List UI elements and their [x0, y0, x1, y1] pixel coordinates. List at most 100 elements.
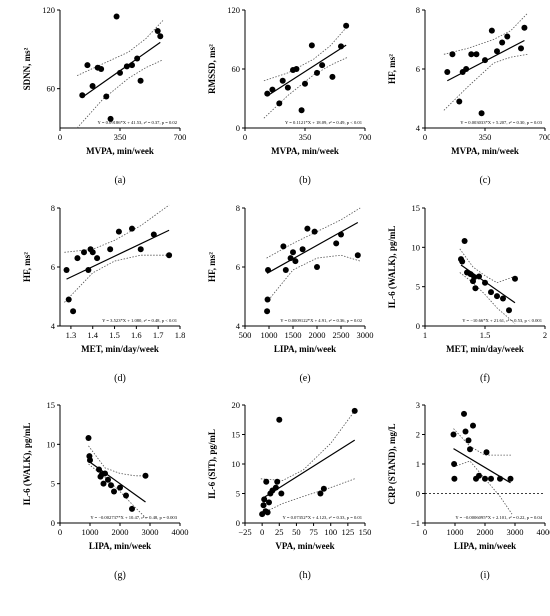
data-point [300, 246, 306, 252]
x-tick-label: 4000 [537, 527, 550, 537]
data-point [265, 267, 271, 273]
x-axis-label: LIPA, min/week [274, 344, 336, 354]
data-point [114, 14, 120, 20]
data-point [273, 485, 279, 491]
data-point [512, 276, 518, 282]
ci-lower [267, 255, 361, 302]
ci-lower [261, 479, 355, 514]
x-tick-label: 0 [260, 527, 264, 537]
panel-label: (h) [299, 570, 311, 581]
data-point [461, 411, 467, 417]
x-tick-label: 1000 [447, 527, 464, 537]
panel-label: (g) [114, 570, 126, 581]
data-point [449, 51, 455, 57]
x-tick-label: 3000 [507, 527, 524, 537]
y-tick-label: 15 [47, 400, 56, 410]
data-point [129, 62, 135, 68]
data-point [482, 476, 488, 482]
data-point [108, 482, 114, 488]
data-point [518, 45, 524, 51]
x-tick-label: 1 [423, 330, 427, 340]
data-point [479, 110, 485, 116]
ci-upper [77, 21, 163, 76]
x-tick-label: 1000 [82, 527, 99, 537]
data-point [117, 485, 123, 491]
data-point [451, 461, 457, 467]
data-point [312, 229, 318, 235]
y-tick-label: 4 [51, 321, 56, 331]
regression-equation: Y = 0.0009122*X + 4.91, r² = 0.36, p = 0… [280, 318, 362, 324]
data-point [134, 56, 140, 62]
data-point [111, 489, 117, 495]
y-tick-label: 8 [416, 5, 420, 15]
x-tick-label: 125 [341, 527, 354, 537]
x-tick-label: 1.6 [131, 330, 142, 340]
data-point [290, 249, 296, 255]
data-point [472, 285, 478, 291]
y-tick-label: 60 [47, 84, 56, 94]
x-tick-label: 75 [309, 527, 318, 537]
data-point [276, 417, 282, 423]
y-tick-label: 5 [236, 489, 240, 499]
y-tick-label: 120 [42, 5, 55, 15]
x-axis-label: MVPA, min/week [86, 146, 154, 156]
panel-label: (c) [479, 175, 490, 186]
x-axis-label: VPA, min/week [275, 541, 334, 551]
y-tick-label: 5 [416, 282, 420, 292]
y-tick-label: 10 [412, 242, 421, 252]
data-point [94, 255, 100, 261]
y-tick-label: 4 [416, 123, 421, 133]
y-tick-label: 6 [51, 262, 55, 272]
y-tick-label: 6 [236, 262, 240, 272]
y-tick-label: 10 [232, 459, 241, 469]
data-point [70, 308, 76, 314]
x-tick-label: 3000 [357, 330, 374, 340]
data-point [321, 486, 327, 492]
y-tick-label: 120 [227, 5, 240, 15]
regression-equation: Y = −0.0006095*X + 2.101, r² = 0.22, p =… [455, 515, 542, 521]
data-point [280, 78, 286, 84]
y-axis-label: HF, ms² [207, 252, 217, 282]
x-tick-label: 150 [359, 527, 372, 537]
data-point [124, 63, 130, 69]
data-point [499, 39, 505, 45]
x-tick-label: 0 [423, 527, 427, 537]
data-point [314, 70, 320, 76]
data-point [468, 51, 474, 57]
x-tick-label: 700 [174, 132, 187, 142]
x-tick-label: 2000 [477, 527, 494, 537]
data-point [302, 81, 308, 87]
data-point [79, 92, 85, 98]
y-tick-label: 0 [236, 518, 240, 528]
data-point [86, 435, 92, 441]
data-point [500, 295, 506, 301]
data-point [64, 267, 70, 273]
x-tick-label: 2500 [333, 330, 350, 340]
y-axis-label: RMSSD, ms² [207, 44, 217, 94]
data-point [451, 476, 457, 482]
x-tick-label: 350 [114, 132, 127, 142]
y-tick-label: 8 [51, 203, 55, 213]
data-point [117, 70, 123, 76]
ci-upper [64, 205, 169, 252]
panel-label: (i) [480, 570, 489, 581]
y-tick-label: 10 [47, 439, 56, 449]
data-point [489, 28, 495, 34]
data-point [456, 98, 462, 104]
data-point [488, 476, 494, 482]
x-tick-label: 4000 [172, 527, 189, 537]
y-tick-label: 15 [412, 203, 421, 213]
regression-equation: Y = −0.002737*X + 10.47, r² = 0.48, p = … [90, 515, 177, 521]
x-tick-label: 1.4 [87, 330, 98, 340]
data-point [488, 289, 494, 295]
data-point [274, 479, 280, 485]
x-tick-label: 1.5 [109, 330, 120, 340]
data-point [497, 476, 503, 482]
data-point [285, 85, 291, 91]
data-point [81, 249, 87, 255]
ci-lower [264, 57, 348, 118]
data-point [157, 33, 163, 39]
